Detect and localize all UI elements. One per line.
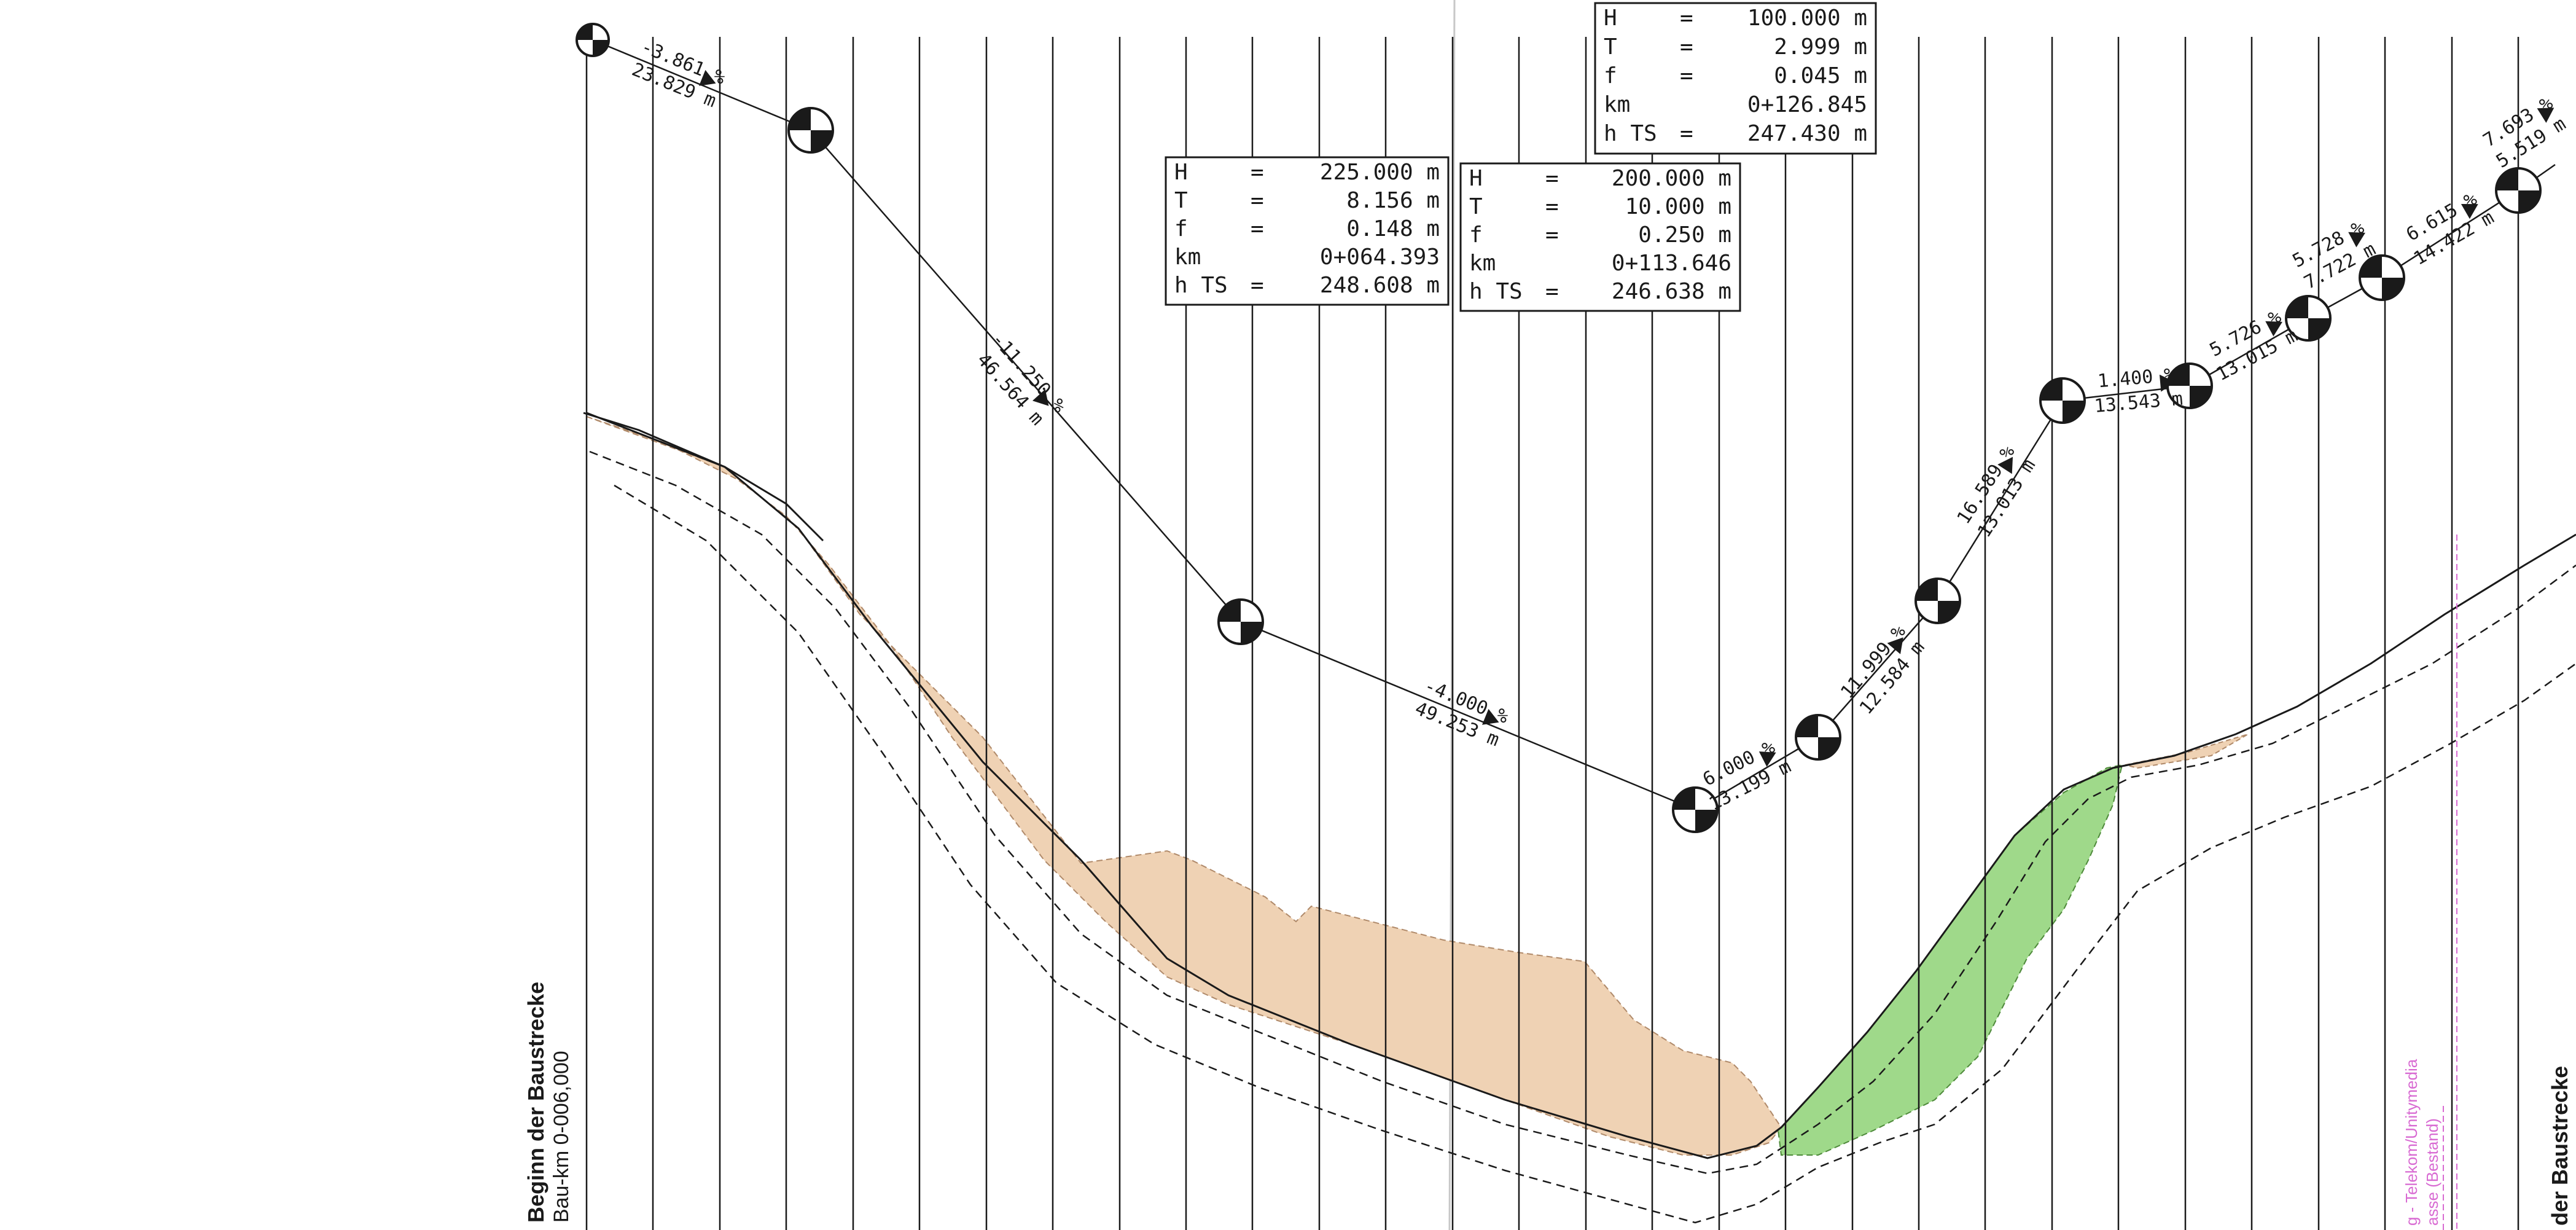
param-label: km	[1604, 92, 1630, 117]
param-label: T	[1469, 194, 1483, 219]
param-value: 0+113.646	[1612, 251, 1731, 276]
curve-parameter-box: H = 225.000 m T = 8.156 m f = 0.148 m km 0+064.393…	[1165, 156, 1450, 306]
direction-arrow	[2348, 232, 2365, 248]
subgrade-line-1	[589, 450, 2576, 1175]
direction-arrow	[698, 69, 716, 86]
grade-points	[576, 23, 2542, 833]
param-value: 100.000 m	[1747, 6, 1867, 31]
param-label: H	[1469, 166, 1483, 191]
grade-line	[592, 39, 2556, 811]
param-sep: =	[1680, 63, 1693, 88]
param-sep: =	[1251, 160, 1264, 185]
param-label: f	[1604, 63, 1617, 88]
param-label: h TS	[1604, 121, 1657, 146]
gradient-label: 11.999 %12.584 m	[1836, 621, 1929, 719]
start-title: Beginn der Baustrecke	[523, 982, 548, 1223]
subgrade-line-2	[614, 484, 2576, 1224]
grade-point-marker	[2495, 167, 2542, 214]
param-label: f	[1174, 216, 1188, 241]
gradient-label: -11.250 %46.564 m	[972, 329, 1069, 429]
param-label: H	[1174, 160, 1188, 185]
design-profile	[586, 412, 824, 542]
param-value: 225.000 m	[1320, 160, 1440, 185]
param-value: 0.250 m	[1638, 222, 1731, 248]
start-km: Bau-km 0-006,000	[550, 1051, 573, 1223]
direction-arrow	[2537, 108, 2555, 123]
gradient-label: -3.861 %23.829 m	[629, 36, 728, 112]
param-value: 8.156 m	[1346, 188, 1440, 213]
param-value: 247.430 m	[1747, 121, 1867, 146]
terrain-line	[583, 412, 2576, 1159]
param-value: 246.638 m	[1612, 279, 1731, 304]
utility-line-2: asse (Bestand)	[2423, 1118, 2441, 1226]
direction-arrow	[1758, 751, 1776, 767]
param-label: H	[1604, 6, 1617, 31]
gradient-label: 1.400 %13.543 m	[2093, 364, 2184, 418]
param-value: 0.045 m	[1774, 63, 1867, 88]
param-label: h TS	[1469, 279, 1523, 304]
param-sep: =	[1680, 121, 1693, 146]
length-text: 13.543 m	[2093, 388, 2184, 417]
gradient-label: 6.000 %13.199 m	[1700, 736, 1795, 815]
grade-point-marker	[2359, 254, 2405, 301]
param-label: T	[1174, 188, 1188, 213]
param-value: 2.999 m	[1774, 34, 1867, 60]
param-sep: =	[1251, 188, 1264, 213]
grade-point-marker	[1795, 714, 1841, 761]
end-label: der Baustrecke	[2547, 1066, 2572, 1226]
param-sep: =	[1680, 6, 1693, 31]
utility-label: g - Telekom/Unitymedia asse (Bestand)	[2402, 1059, 2441, 1226]
param-value: 0.148 m	[1346, 216, 1440, 241]
direction-arrow	[1997, 456, 2013, 474]
param-value: 10.000 m	[1625, 194, 1731, 219]
direction-arrow	[1481, 708, 1499, 725]
param-sep: =	[1545, 194, 1559, 219]
param-value: 200.000 m	[1612, 166, 1731, 191]
fill-area	[1777, 764, 2123, 1156]
curve-parameter-box: H = 100.000 m T = 2.999 m f = 0.045 m km 0+126.845…	[1594, 2, 1877, 155]
gradient-label: 7.693 %5.519 m	[2480, 92, 2570, 173]
grade-point-marker	[1914, 578, 1961, 624]
param-value: 0+126.845	[1747, 92, 1867, 117]
param-sep: =	[1251, 273, 1264, 298]
direction-arrow	[1032, 389, 1049, 406]
param-sep: =	[1545, 166, 1559, 191]
start-label: Beginn der Baustrecke Bau-km 0-006,000	[523, 982, 573, 1223]
grade-point-marker	[2039, 377, 2086, 424]
param-value: 0+064.393	[1320, 245, 1440, 270]
param-sep: =	[1545, 222, 1559, 248]
direction-arrow	[2461, 203, 2478, 219]
utility-line-1: g - Telekom/Unitymedia	[2402, 1059, 2421, 1226]
grade-point-marker	[1217, 598, 1264, 645]
curve-parameter-box: H = 200.000 m T = 10.000 m f = 0.250 m km 0+113.64…	[1459, 162, 1741, 312]
param-sep: =	[1251, 216, 1264, 241]
grade-point-marker	[2285, 295, 2332, 342]
curve-boxes: H = 225.000 m T = 8.156 m f = 0.148 m km 0+064.393…	[1165, 2, 1877, 312]
grade-point-marker	[576, 23, 610, 57]
param-sep: =	[1680, 34, 1693, 60]
grade-point-marker	[1672, 786, 1719, 833]
param-label: km	[1174, 245, 1201, 270]
end-title: der Baustrecke	[2547, 1066, 2572, 1226]
direction-arrow	[2265, 321, 2282, 337]
direction-arrow	[2159, 374, 2176, 392]
param-label: T	[1604, 34, 1617, 60]
grade-point-marker	[787, 107, 834, 154]
param-value: 248.608 m	[1320, 273, 1440, 298]
param-sep: =	[1545, 279, 1559, 304]
param-label: f	[1469, 222, 1483, 248]
direction-arrow	[1887, 637, 1903, 654]
cut-area	[586, 416, 1782, 1156]
param-label: h TS	[1174, 273, 1228, 298]
param-label: km	[1469, 251, 1496, 276]
